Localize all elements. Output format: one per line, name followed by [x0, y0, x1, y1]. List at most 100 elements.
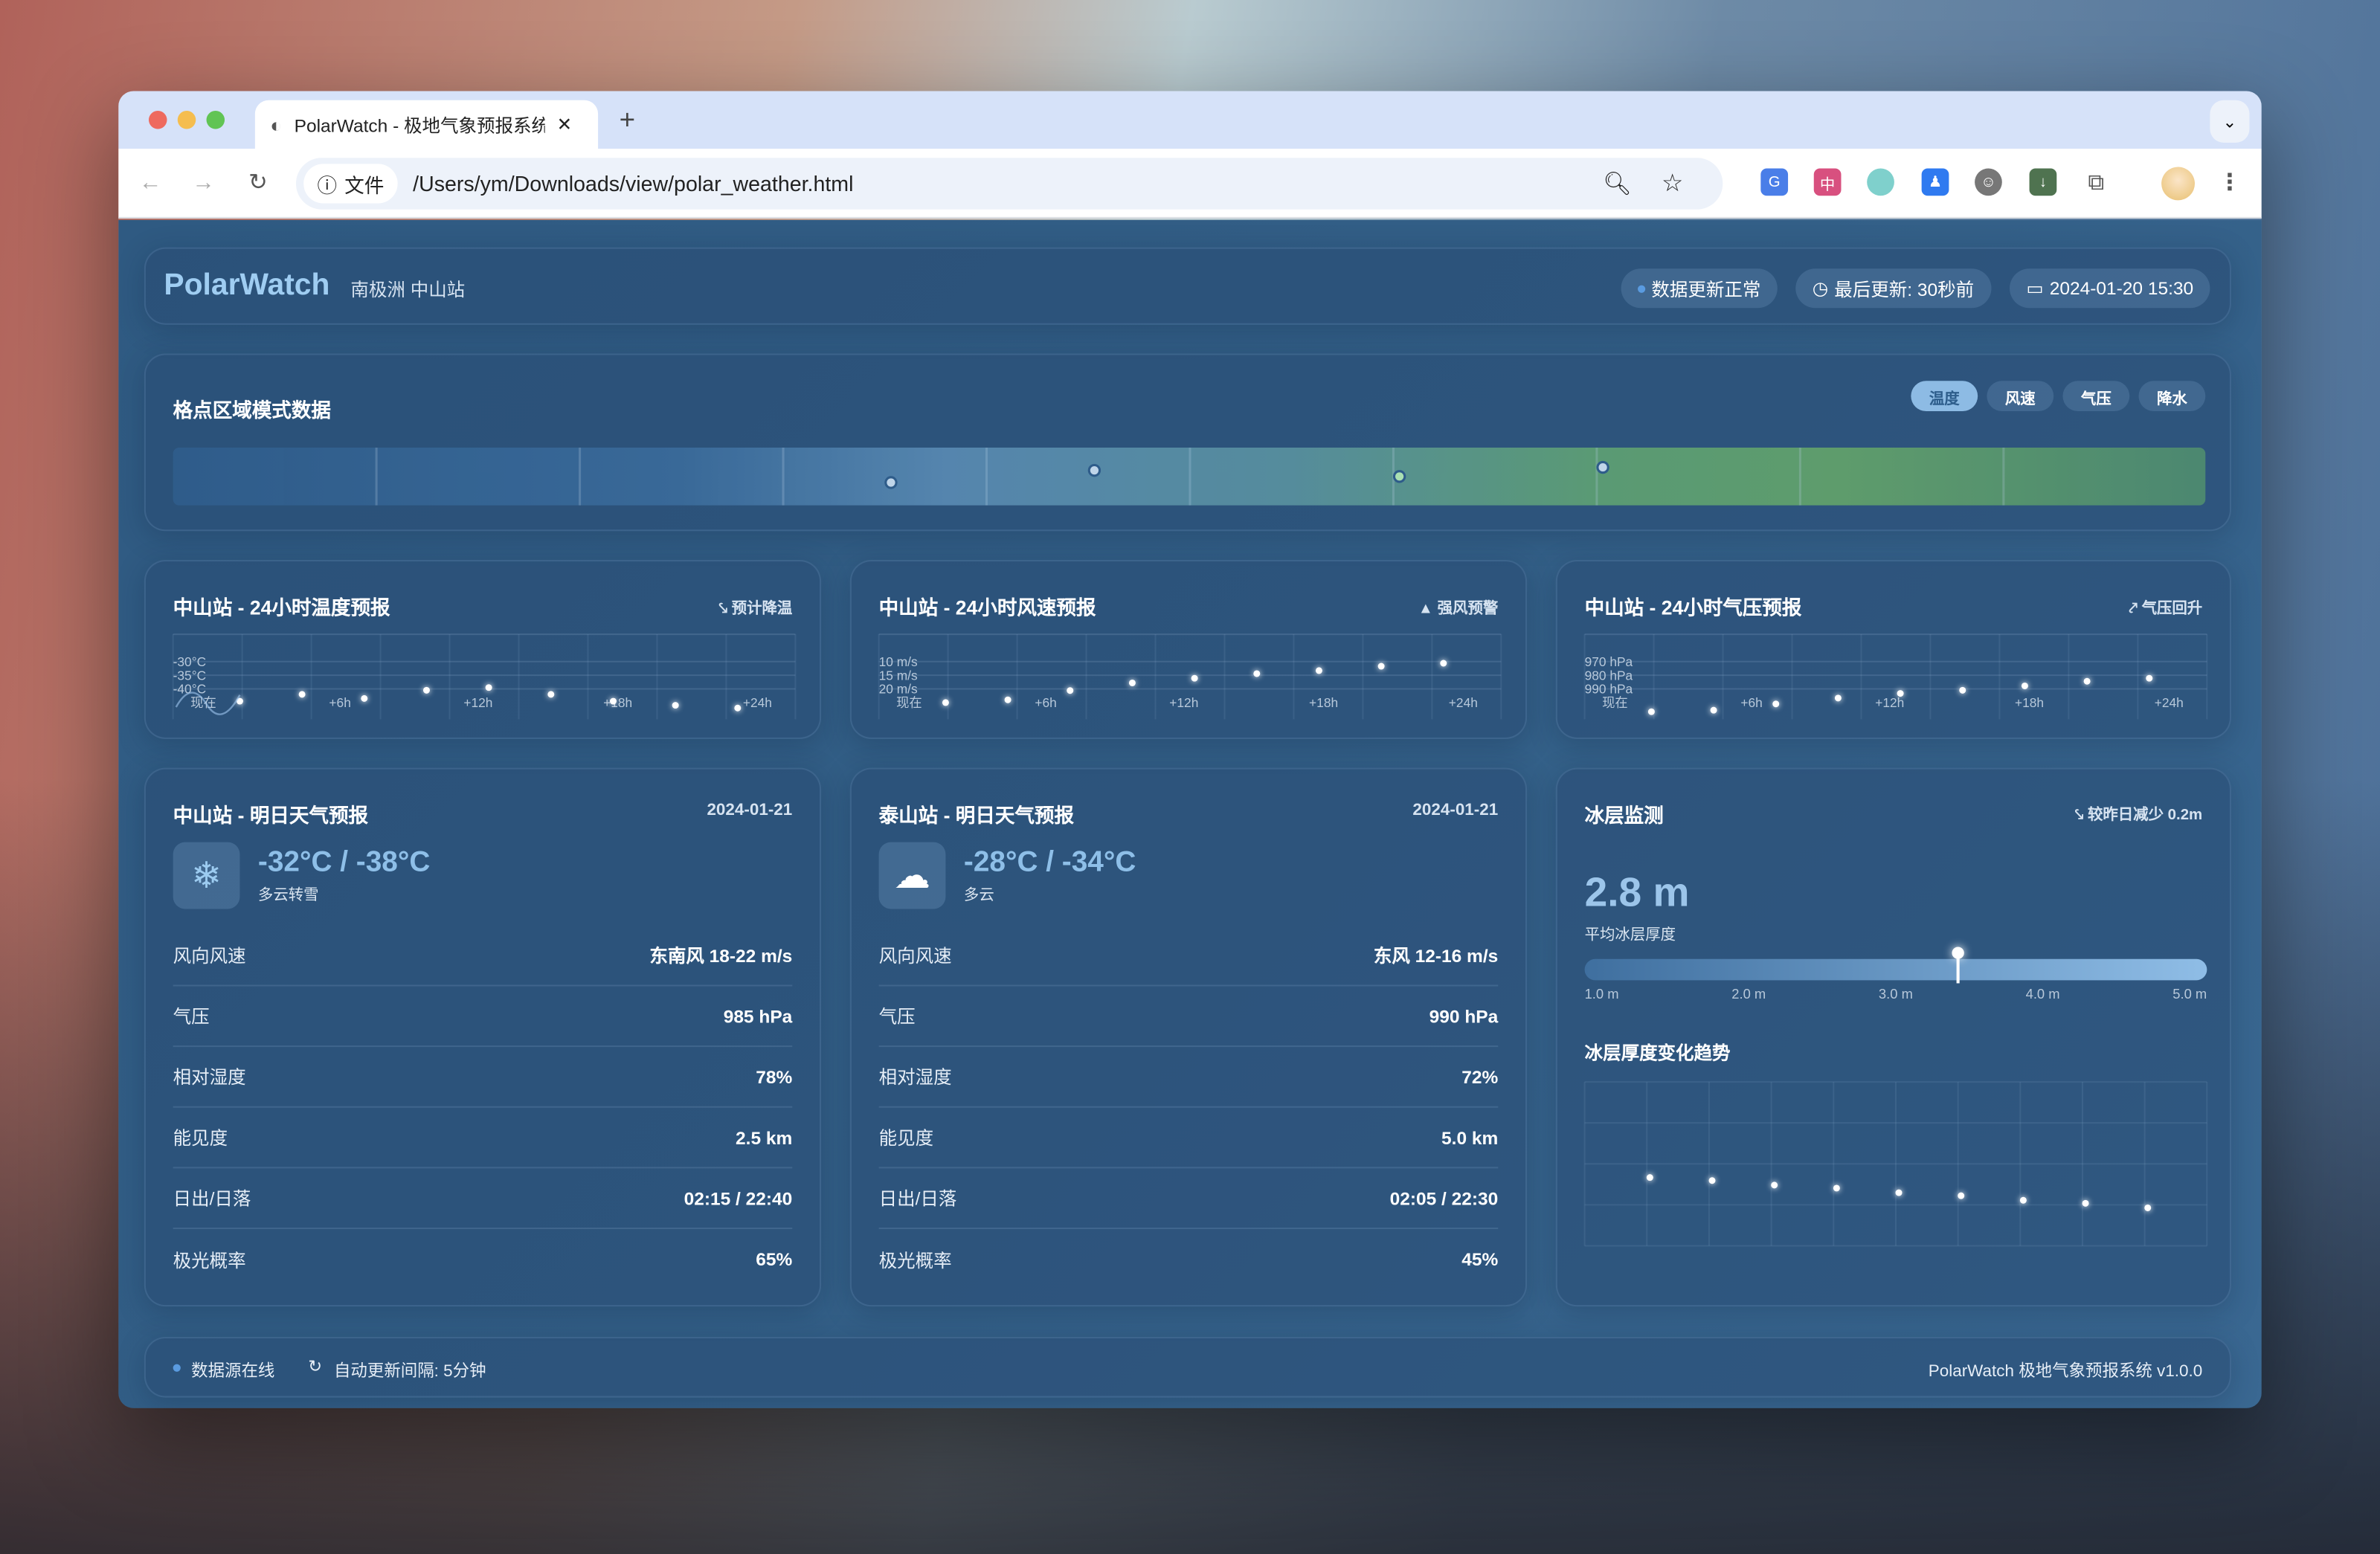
refresh-interval: 自动更新间隔: 5分钟 [333, 1362, 486, 1381]
close-window-button[interactable] [148, 110, 167, 129]
x-tick-label: +24h [1449, 695, 1478, 710]
ice-scale-labels: 1.0 m 2.0 m 3.0 m 4.0 m 5.0 m [1585, 987, 2207, 1002]
temperature-chart: -30°C-35°C-40°C现在 +6h +12h +18h +24h [172, 633, 797, 720]
row-label: 日出/日落 [878, 1187, 957, 1210]
badge-text: 预计降温 [731, 601, 793, 618]
ice-marker [1952, 947, 1964, 984]
x-tick-label: +18h [2015, 695, 2044, 710]
minimize-window-button[interactable] [177, 110, 196, 129]
tab-temperature[interactable]: 温度 [1911, 381, 1978, 412]
row-value: 东风 12-16 m/s [1373, 945, 1499, 967]
tab-pressure[interactable]: 气压 [2062, 381, 2130, 412]
browser-tab[interactable]: ◐ PolarWatch - 极地气象预报系统 ✕ [254, 100, 599, 149]
forecast-row: 日出/日落 02:05 / 22:30 [878, 1168, 1499, 1230]
y-tick-label: -40°C [173, 682, 207, 697]
url-text[interactable]: /Users/ym/Downloads/view/polar_weather.h… [413, 171, 854, 196]
data-point [1315, 667, 1322, 674]
ice-thickness-label: 平均冰层厚度 [1584, 926, 1676, 944]
zoom-icon[interactable]: 🔍︎ [1602, 171, 1632, 198]
new-tab-button[interactable]: + [619, 104, 636, 135]
menu-dots-icon[interactable]: ⋮ [2218, 170, 2242, 196]
warning-icon: ▲ [1418, 601, 1438, 618]
puzzle-extensions-icon[interactable]: ⧉ [2088, 169, 2105, 196]
data-point [1772, 700, 1780, 708]
data-point [485, 684, 492, 691]
reload-icon[interactable]: ↻ [248, 170, 268, 196]
data-point [2021, 682, 2028, 689]
file-label: 文件 [344, 173, 385, 197]
forecast-row: 能见度 5.0 km [878, 1108, 1499, 1169]
data-point [1958, 1192, 1965, 1199]
x-tick-label: +18h [1309, 695, 1338, 710]
globe-extension-icon[interactable] [1867, 168, 1894, 196]
ice-change-badge: ⤥ 较昨日减少 0.2m [2074, 802, 2203, 825]
data-point [298, 691, 306, 698]
wind-chart: 10 m/s15 m/s20 m/s现在 +6h +12h +18h +24h [878, 633, 1502, 720]
row-label: 气压 [173, 1006, 210, 1028]
bookmark-star-icon[interactable]: ☆ [1661, 171, 1684, 198]
y-tick-label: -35°C [173, 668, 207, 683]
forecast-date: 2024-01-21 [1412, 801, 1499, 820]
forward-icon[interactable]: → [192, 169, 215, 196]
data-point [1647, 708, 1655, 715]
google-translate-extension-icon[interactable]: G [1760, 168, 1789, 196]
weather-description: 多云 [963, 887, 994, 905]
maximize-window-button[interactable] [206, 110, 225, 129]
translate-extension-icon[interactable]: 中 [1813, 168, 1842, 196]
scale-label: 3.0 m [1878, 986, 1913, 1002]
x-tick-label: +18h [603, 695, 632, 710]
close-tab-icon[interactable]: ✕ [556, 114, 573, 135]
x-tick-label: +12h [1875, 695, 1904, 710]
data-point [609, 697, 617, 705]
tab-precipitation[interactable]: 降水 [2138, 381, 2206, 412]
forecast-row: 日出/日落 02:15 / 22:40 [173, 1168, 792, 1230]
datetime-text: 2024-01-20 15:30 [2049, 277, 2194, 300]
grid-heatmap[interactable] [173, 448, 2206, 506]
back-icon[interactable]: ← [138, 169, 162, 196]
data-point [361, 694, 368, 702]
penguin-extension-icon[interactable]: ♟ [1921, 168, 1949, 196]
trend-up-icon: ⤤ [2129, 601, 2142, 618]
site-info-chip[interactable]: ⓘ 文件 [303, 164, 398, 204]
scale-label: 2.0 m [1731, 986, 1766, 1002]
address-bar[interactable]: ⓘ 文件 /Users/ym/Downloads/view/polar_weath… [295, 158, 1723, 210]
ice-thickness-scale [1584, 947, 2207, 984]
taishan-forecast-card: 泰山站 - 明日天气预报 2024-01-21 ☁ -28°C / -34°C … [849, 767, 1528, 1307]
data-point [422, 686, 430, 694]
x-tick-label: +12h [463, 695, 492, 710]
y-tick-label: 990 hPa [1585, 682, 1633, 697]
grid-station-marker [1087, 463, 1101, 477]
download-extension-icon[interactable]: ↓ [2029, 168, 2057, 196]
grid-title: 格点区域模式数据 [173, 399, 331, 422]
row-value: 72% [1461, 1065, 1499, 1088]
toolbar: ← → ↻ ⓘ 文件 /Users/ym/Downloads/view/polar… [118, 148, 2262, 219]
x-tick-label: +24h [743, 695, 772, 710]
row-label: 相对湿度 [173, 1066, 246, 1089]
tab-search-button[interactable]: ⌄ [2210, 100, 2250, 143]
monkey-extension-icon[interactable]: ☺ [1975, 168, 2002, 196]
browser-window: ◐ PolarWatch - 极地气象预报系统 ✕ + ⌄ ← → ↻ ⓘ 文件 … [118, 91, 2262, 1408]
x-tick-label: +6h [1035, 695, 1056, 710]
y-tick-label: -30°C [173, 654, 207, 669]
source-status: 数据源在线 [191, 1362, 275, 1381]
data-point [1833, 1184, 1840, 1192]
row-value: 5.0 km [1441, 1126, 1499, 1148]
forecast-title: 中山站 - 明日天气预报 [173, 804, 369, 828]
wind-chart-card: 中山站 - 24小时风速预报 ▲ 强风预警 10 m/s 15 m/s 20 m/s… [849, 560, 1528, 739]
chart-badge: ▲ 强风预警 [1418, 595, 1499, 618]
avatar[interactable] [2161, 167, 2195, 201]
data-point [672, 702, 679, 709]
scale-label: 5.0 m [2172, 986, 2207, 1002]
y-tick-label: 10 m/s [879, 654, 918, 669]
data-point [2083, 677, 2091, 685]
ice-change-text: 较昨日减少 0.2m [2087, 807, 2203, 825]
ice-thickness-value: 2.8 m [1584, 869, 1690, 915]
x-tick-label: +6h [1740, 695, 1762, 710]
data-point [1959, 686, 1966, 694]
trend-down-icon: ⤥ [2074, 807, 2088, 825]
cloud-icon: ☁ [878, 842, 946, 909]
y-tick-label: 20 m/s [879, 682, 918, 697]
tab-wind[interactable]: 风速 [1987, 381, 2054, 412]
row-value: 78% [756, 1065, 793, 1088]
x-tick-label: 现在 [1602, 695, 1628, 710]
